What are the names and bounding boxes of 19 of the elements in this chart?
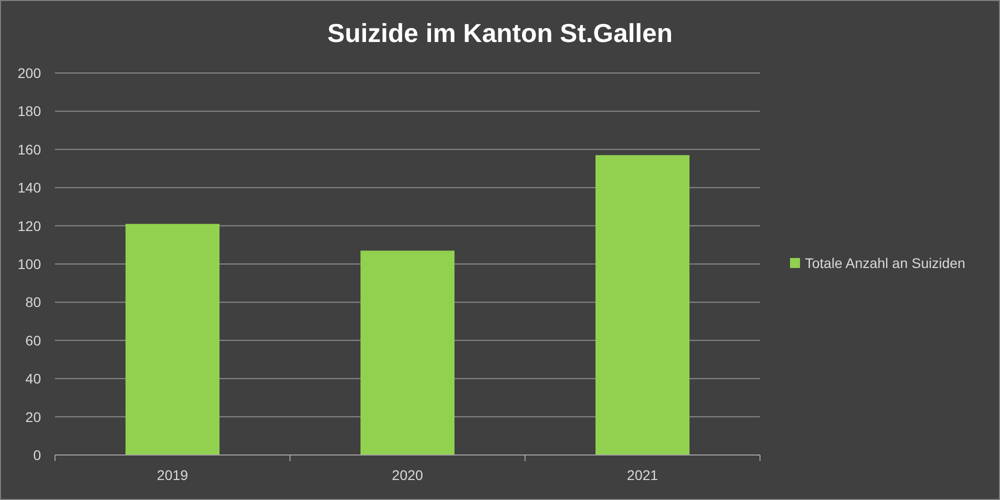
y-tick-label: 80 [25,294,42,310]
y-tick-label: 60 [25,332,42,348]
bar [360,250,454,455]
x-tick-label: 2021 [626,467,658,483]
x-tick-label: 2019 [156,467,188,483]
bar [596,155,690,455]
y-tick-label: 120 [18,218,42,234]
y-tick-label: 180 [18,103,42,120]
bar [126,224,220,455]
y-tick-label: 100 [18,256,42,272]
y-tick-label: 160 [18,141,42,158]
y-tick-label: 40 [25,370,42,387]
y-tick-label: 200 [18,65,42,81]
y-tick-label: 140 [18,180,42,196]
x-tick-label: 2020 [392,467,424,483]
y-tick-label: 20 [25,408,42,425]
y-tick-label: 0 [33,447,42,463]
legend-label: Totale Anzahl an Suiziden [805,255,966,271]
chart-title: Suizide im Kanton St.Gallen [327,18,673,48]
